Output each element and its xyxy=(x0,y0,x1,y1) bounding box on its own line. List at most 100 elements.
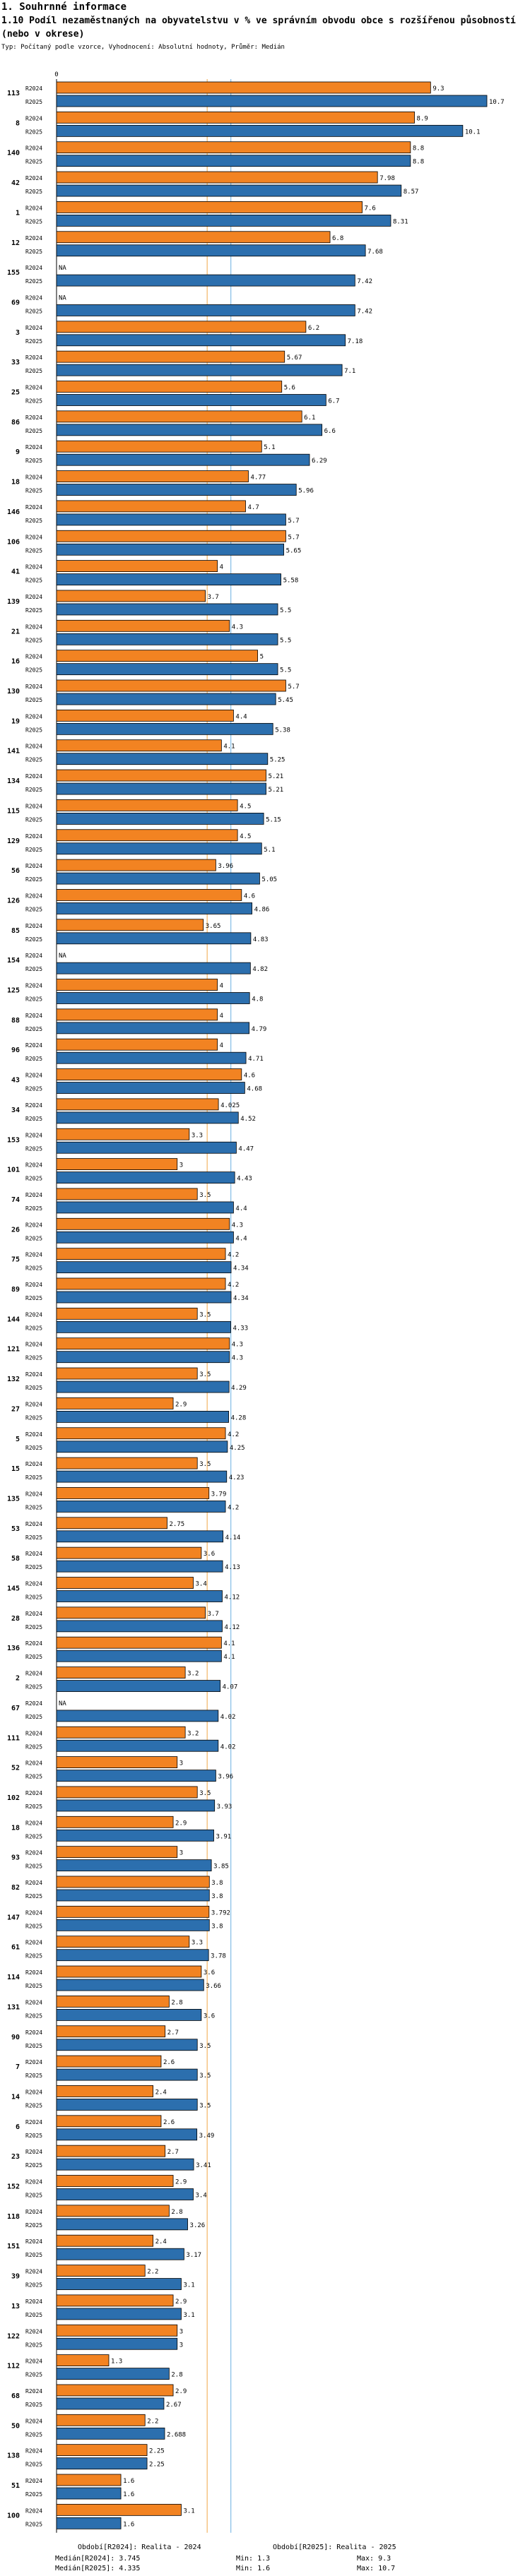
category-label: 145 xyxy=(7,1585,20,1593)
bar-r2024 xyxy=(56,650,258,662)
bar-r2024 xyxy=(56,1726,186,1739)
data-label-r2025: 3 xyxy=(179,2342,183,2349)
series-label-r2025: R2025 xyxy=(25,1265,42,1272)
series-label-r2025: R2025 xyxy=(25,1205,42,1212)
series-label-r2024: R2024 xyxy=(25,654,42,660)
bar-r2024 xyxy=(56,889,242,901)
series-label-r2024: R2024 xyxy=(25,1730,42,1736)
bar-r2025 xyxy=(56,2039,198,2051)
bar-r2025 xyxy=(56,1799,216,1812)
category-label: 9 xyxy=(16,448,20,456)
data-label-r2024: 3.7 xyxy=(208,594,219,601)
category-label: 56 xyxy=(11,867,20,875)
data-label-r2025: 3.41 xyxy=(196,2162,211,2169)
bar-r2025 xyxy=(56,2218,188,2231)
series-label-r2024: R2024 xyxy=(25,1909,42,1916)
series-label-r2025: R2025 xyxy=(25,1325,42,1331)
bar-r2024 xyxy=(56,859,216,871)
bar-r2025 xyxy=(56,334,346,347)
data-label-r2024: 2.6 xyxy=(163,2059,175,2066)
category-label: 155 xyxy=(7,269,20,277)
category-label: 8 xyxy=(16,119,20,127)
category-label: 132 xyxy=(7,1376,20,1383)
category-label: 53 xyxy=(11,1525,20,1533)
bar-r2025 xyxy=(56,1739,219,1752)
series-label-r2025: R2025 xyxy=(25,368,42,374)
bar-r2025 xyxy=(56,2337,178,2350)
series-label-r2024: R2024 xyxy=(25,594,42,600)
series-label-r2024: R2024 xyxy=(25,2359,42,2365)
data-label-r2025: 5.45 xyxy=(278,697,293,704)
data-label-r2024: 2.9 xyxy=(175,2179,187,2186)
data-label-r2025: 4.83 xyxy=(253,936,269,943)
data-label-r2025: 4.4 xyxy=(235,1235,247,1242)
legend-r2025: Období[R2025]: Realita - 2025 xyxy=(273,2544,396,2551)
bar-r2024 xyxy=(56,2115,162,2128)
bar-r2024 xyxy=(56,679,286,692)
bar-r2025 xyxy=(56,543,284,556)
data-label-r2024: NA xyxy=(59,953,66,960)
bar-r2024 xyxy=(56,1815,174,1828)
series-label-r2025: R2025 xyxy=(25,2162,42,2169)
category-label: 12 xyxy=(11,239,20,247)
series-label-r2024: R2024 xyxy=(25,475,42,481)
data-label-r2025: 6.7 xyxy=(328,398,339,405)
series-label-r2025: R2025 xyxy=(25,2342,42,2348)
series-label-r2024: R2024 xyxy=(25,205,42,211)
category-label: 89 xyxy=(11,1286,20,1294)
series-label-r2024: R2024 xyxy=(25,893,42,899)
data-label-r2024: 4.2 xyxy=(228,1431,239,1438)
bar-r2025 xyxy=(56,1979,204,1991)
data-label-r2025: 4.13 xyxy=(225,1564,240,1571)
series-label-r2024: R2024 xyxy=(25,1401,42,1407)
data-label-r2024: 1.6 xyxy=(123,2478,134,2485)
series-label-r2024: R2024 xyxy=(25,1999,42,2005)
category-label: 113 xyxy=(7,90,20,97)
data-label-r2025: 4.23 xyxy=(229,1474,245,1481)
series-label-r2025: R2025 xyxy=(25,2491,42,2498)
data-label-r2024: 3.4 xyxy=(196,1581,207,1588)
series-label-r2024: R2024 xyxy=(25,1491,42,1497)
series-label-r2025: R2025 xyxy=(25,338,42,345)
bar-r2024 xyxy=(56,530,286,542)
category-label: 154 xyxy=(7,957,20,965)
bar-r2024 xyxy=(56,2265,146,2277)
bar-r2024 xyxy=(56,1965,202,1978)
data-label-r2025: 5.96 xyxy=(298,488,314,495)
series-label-r2025: R2025 xyxy=(25,2102,42,2109)
bar-r2024 xyxy=(56,231,331,244)
bar-r2025 xyxy=(56,513,286,526)
category-label: 1 xyxy=(16,209,20,217)
category-label: 41 xyxy=(11,568,20,576)
data-label-r2025: 3.93 xyxy=(217,1803,232,1811)
category-label: 68 xyxy=(11,2392,20,2400)
bar-r2024 xyxy=(56,1337,230,1350)
bar-r2024 xyxy=(56,1876,210,1888)
category-label: 18 xyxy=(11,479,20,487)
data-label-r2025: 5.21 xyxy=(269,787,284,794)
series-label-r2024: R2024 xyxy=(25,953,42,959)
series-label-r2024: R2024 xyxy=(25,2119,42,2125)
series-label-r2024: R2024 xyxy=(25,85,42,92)
bar-r2025 xyxy=(56,2188,194,2200)
bar-r2025 xyxy=(56,1320,231,1333)
bar-r2024 xyxy=(56,590,206,602)
category-label: 2 xyxy=(16,1675,20,1683)
category-label: 147 xyxy=(7,1914,20,1921)
data-label-r2025: 4.25 xyxy=(230,1445,245,1452)
series-label-r2025: R2025 xyxy=(25,936,42,943)
bar-r2025 xyxy=(56,2158,194,2171)
series-label-r2024: R2024 xyxy=(25,744,42,750)
series-label-r2025: R2025 xyxy=(25,1803,42,1810)
bar-r2025 xyxy=(56,842,262,855)
data-label-r2025: 3.8 xyxy=(211,1893,223,1900)
series-label-r2024: R2024 xyxy=(25,1102,42,1109)
bar-r2025 xyxy=(56,693,276,705)
bar-r2024 xyxy=(56,2205,170,2217)
data-label-r2024: 2.7 xyxy=(167,2149,179,2156)
series-label-r2024: R2024 xyxy=(25,2269,42,2275)
bar-r2025 xyxy=(56,2308,182,2320)
bar-r2024 xyxy=(56,1098,219,1111)
bar-r2025 xyxy=(56,1650,222,1662)
data-label-r2024: 4.5 xyxy=(240,833,251,840)
